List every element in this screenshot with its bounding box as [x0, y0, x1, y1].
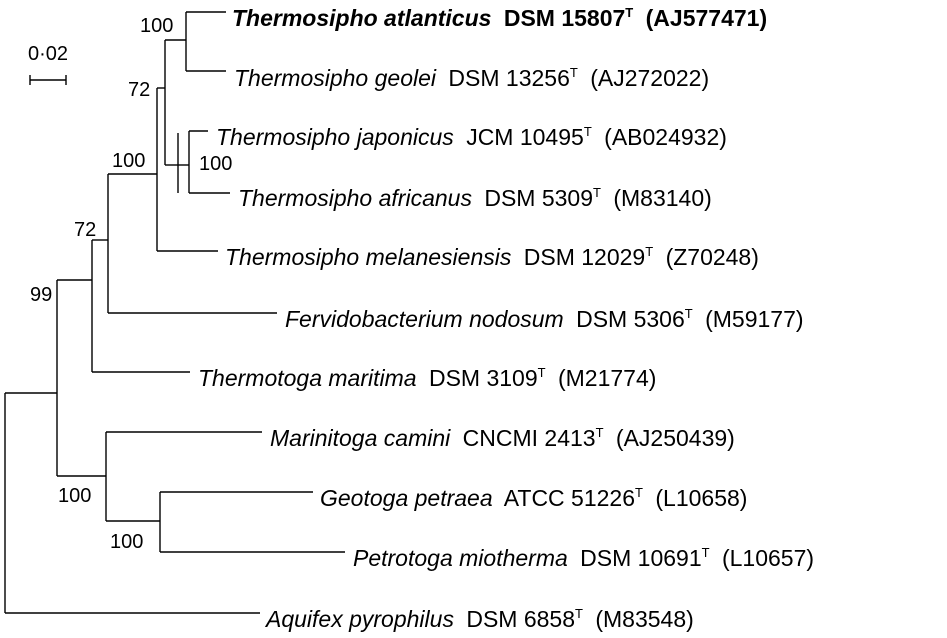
taxon-label: Thermosipho japonicus JCM 10495T (AB0249… [216, 115, 727, 150]
support-geolei-upper: 72 [128, 79, 150, 101]
taxon-label: Thermosipho africanus DSM 5309T (M83140) [238, 176, 712, 211]
support-atlanticus-geolei: 100 [140, 15, 173, 37]
taxon-label: Thermosipho melanesiensis DSM 12029T (Z7… [225, 235, 759, 270]
scale-bar: 0·02 [28, 43, 68, 85]
scale-bar-label: 0·02 [28, 43, 68, 65]
support-thermotogaceae: 99 [30, 284, 52, 306]
tree-branches [4, 11, 345, 614]
support-geotoga-petrotoga: 100 [110, 531, 143, 553]
support-marinitoga-group: 100 [58, 485, 91, 507]
scale-bar-line [29, 75, 67, 85]
taxon-label: Aquifex pyrophilus DSM 6858T (M83548) [264, 597, 694, 632]
taxon-label: Petrotoga miotherma DSM 10691T (L10657) [353, 536, 814, 571]
taxon-labels: Thermosipho atlanticus DSM 15807T (AJ577… [198, 0, 814, 632]
taxon-label: Thermosipho geolei DSM 13256T (AJ272022) [234, 56, 709, 91]
support-values: 100 72 100 100 72 99 100 100 [30, 15, 232, 553]
taxon-label: Marinitoga camini CNCMI 2413T (AJ250439) [270, 416, 735, 451]
support-thermosipho-clade: 100 [112, 150, 145, 172]
taxon-label: Thermosipho atlanticus DSM 15807T (AJ577… [232, 0, 767, 31]
support-japonicus-africanus: 100 [199, 153, 232, 175]
support-fervidobacterium: 72 [74, 219, 96, 241]
taxon-label: Fervidobacterium nodosum DSM 5306T (M591… [285, 297, 804, 332]
taxon-label: Thermotoga maritima DSM 3109T (M21774) [198, 356, 656, 391]
taxon-label: Geotoga petraea ATCC 51226T (L10658) [320, 476, 747, 511]
